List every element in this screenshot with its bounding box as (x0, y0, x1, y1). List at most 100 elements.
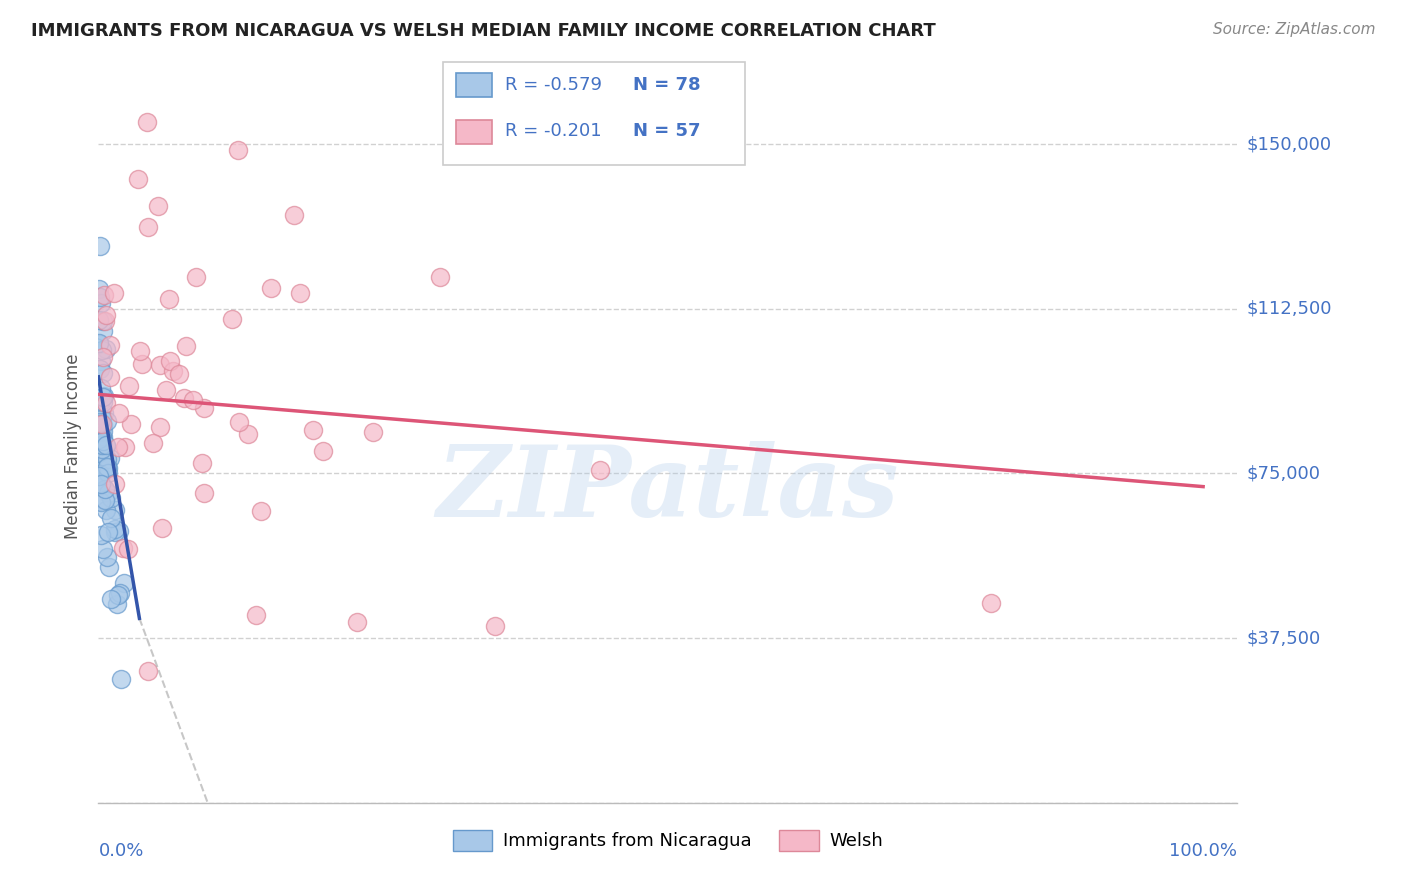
Point (104, 477, 127, 491)
Point (589, 463, 612, 477)
Point (190, 456, 212, 470)
Text: $112,500: $112,500 (1246, 300, 1331, 318)
Point (89, 239, 111, 253)
Point (91, 343, 114, 357)
Point (90, 463, 112, 477)
Point (90, 394, 112, 409)
Point (93, 406, 115, 420)
Text: N = 57: N = 57 (633, 122, 700, 140)
Text: 100.0%: 100.0% (1170, 842, 1237, 860)
Point (108, 586, 131, 600)
Point (226, 143, 249, 157)
Point (193, 486, 215, 500)
Point (96, 413, 118, 427)
Point (103, 286, 125, 301)
Y-axis label: Median Family Income: Median Family Income (65, 353, 83, 539)
Point (91, 324, 114, 338)
Point (98, 370, 121, 384)
Point (87, 335, 110, 350)
Point (245, 608, 267, 623)
Point (90, 421, 112, 435)
Point (90, 528, 112, 542)
Point (97, 485, 120, 500)
Point (346, 615, 368, 629)
Point (91, 452, 114, 467)
Point (93, 482, 115, 496)
Point (91, 439, 114, 453)
Point (97, 461, 120, 475)
Point (89, 361, 111, 376)
Point (93, 450, 115, 465)
Text: R = -0.579: R = -0.579 (505, 76, 602, 94)
Point (91, 541, 114, 556)
Point (157, 292, 180, 306)
Point (114, 440, 136, 454)
Point (104, 525, 127, 540)
Point (90, 433, 112, 447)
Point (429, 270, 451, 285)
Point (142, 436, 165, 450)
Point (193, 401, 215, 416)
Point (91, 442, 114, 457)
Text: $150,000: $150,000 (1246, 135, 1331, 153)
Point (97, 466, 120, 480)
Point (107, 588, 129, 602)
Point (91, 417, 114, 431)
Point (117, 542, 139, 557)
Point (91, 351, 114, 365)
Point (181, 392, 204, 407)
Point (136, 664, 159, 678)
Point (108, 406, 131, 420)
Point (167, 368, 190, 382)
Point (302, 423, 325, 437)
Point (114, 576, 136, 591)
Point (155, 383, 177, 397)
Point (221, 311, 243, 326)
Point (87, 455, 110, 469)
Point (98, 337, 121, 351)
Point (90, 477, 112, 491)
Point (87, 432, 110, 446)
Point (90, 495, 112, 509)
Point (91, 435, 114, 450)
Point (93, 389, 115, 403)
Point (112, 541, 135, 556)
Point (228, 415, 250, 429)
Point (97, 560, 120, 574)
Text: Source: ZipAtlas.com: Source: ZipAtlas.com (1212, 22, 1375, 37)
Point (96, 438, 118, 452)
Point (149, 420, 172, 434)
Point (89, 415, 111, 429)
Point (110, 672, 132, 686)
Point (98, 451, 121, 466)
Point (91, 390, 114, 404)
Point (91, 367, 114, 381)
Point (87, 313, 110, 327)
Point (94, 395, 117, 409)
Point (91, 395, 114, 409)
Point (127, 172, 149, 186)
Point (89, 336, 111, 351)
Point (91, 424, 114, 438)
Text: R = -0.201: R = -0.201 (505, 122, 602, 140)
Point (90, 429, 112, 443)
Point (89, 290, 111, 304)
Point (361, 425, 384, 440)
Point (90, 381, 112, 395)
Point (94, 314, 117, 328)
Point (104, 503, 127, 517)
Point (107, 441, 129, 455)
Point (146, 199, 169, 213)
Point (150, 521, 173, 535)
Point (94, 492, 117, 507)
Point (93, 288, 115, 302)
Point (87, 493, 110, 508)
Text: ZIPatlas: ZIPatlas (437, 441, 898, 537)
Point (184, 269, 207, 284)
Point (312, 444, 335, 458)
Point (91, 412, 114, 426)
Point (283, 209, 305, 223)
Point (288, 286, 311, 301)
Point (93, 434, 115, 449)
Point (100, 591, 122, 606)
